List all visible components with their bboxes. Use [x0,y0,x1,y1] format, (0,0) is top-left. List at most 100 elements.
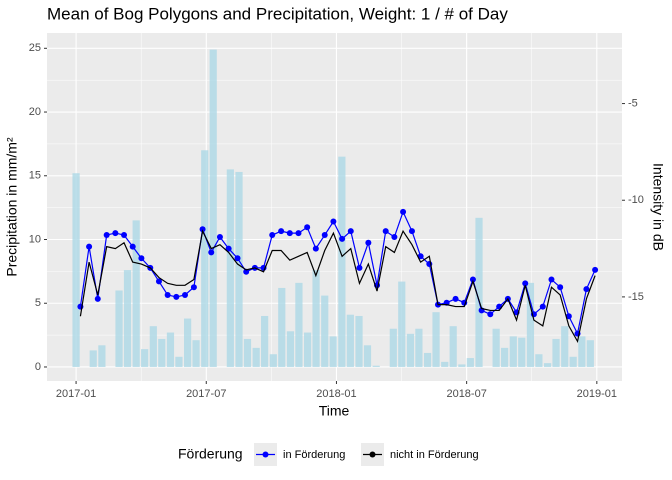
point [278,228,285,235]
bar [175,356,183,367]
bar [209,49,217,367]
point [94,295,101,302]
point [592,266,599,273]
chart-title: Mean of Bog Polygons and Precipitation, … [47,4,508,23]
bar [501,347,509,367]
bar [586,340,594,367]
bar [389,328,397,367]
bar [252,347,260,367]
point [286,230,293,237]
point [382,228,389,235]
point [487,311,494,318]
point [469,276,476,283]
point [365,239,372,246]
bar [561,326,569,367]
point [330,218,337,225]
bar [449,326,457,367]
x-tick-label: 2018-07 [446,388,486,400]
y-tick-label: 0 [35,361,41,373]
point [339,235,346,242]
bar [72,173,80,367]
x-tick-label: 2017-01 [56,388,96,400]
bar [535,354,543,367]
bar [312,270,320,367]
bar [518,337,526,367]
point [496,303,503,310]
bar [158,338,166,367]
bar [423,352,432,367]
bar [372,365,380,367]
point [138,255,145,262]
point [400,208,407,215]
bar [321,295,329,367]
x-tick-label: 2017-07 [186,388,226,400]
line [79,229,596,344]
point [182,291,188,298]
point [356,264,363,271]
bar [526,282,535,367]
point [216,233,223,240]
point [164,291,171,298]
point [522,280,529,287]
bar [286,331,295,367]
y-tick-label: 5 [35,297,41,309]
bar [89,350,97,367]
bar [569,356,577,367]
bar [578,336,586,367]
bar [98,345,106,367]
point [583,286,590,293]
bar [192,340,200,367]
bar [184,318,192,367]
legend-point [262,451,269,458]
bar [132,220,140,367]
point [557,284,564,291]
bar [115,290,123,367]
legend-label: in Förderung [283,449,345,461]
bar [166,332,175,367]
point [243,268,250,275]
y2-tick-label: -5 [628,97,638,109]
point [190,284,197,291]
point [452,295,459,302]
point [295,230,302,237]
point [304,224,311,231]
y2-tick-label: -15 [628,291,644,303]
bar [363,345,372,367]
y-tick-label: 25 [29,42,41,54]
point [173,293,180,300]
y-tick-label: 15 [29,170,41,182]
legend-label: nicht in Förderung [390,449,479,461]
bar [235,171,243,367]
point [347,228,354,235]
point [129,243,136,250]
panel [47,33,622,381]
bar [123,270,132,367]
point [121,232,128,239]
point [539,303,546,310]
bar [226,169,234,367]
bar [295,282,303,367]
x-tick-label: 2018-01 [316,388,356,400]
bar [509,336,517,367]
point [408,228,415,235]
bar [406,333,415,367]
y-tick-label: 10 [29,233,41,245]
bar [201,150,209,367]
point [103,232,110,239]
bar [269,354,277,367]
y2-axis-title: Intensity in dB [650,163,666,251]
bar [303,332,312,367]
x-axis-title: Time [319,403,350,419]
bar [398,281,406,367]
bar [338,156,346,367]
y2-tick-label: -10 [628,194,644,206]
point [208,249,215,256]
legend-title: Förderung [178,446,243,462]
bar [261,315,269,367]
x-tick-label: 2019-01 [577,388,617,400]
point [199,226,206,233]
bar [346,314,354,367]
y-tick-label: 20 [29,106,41,118]
y-axis-title: Precipitation in mm/m² [4,137,20,277]
point [321,232,328,239]
